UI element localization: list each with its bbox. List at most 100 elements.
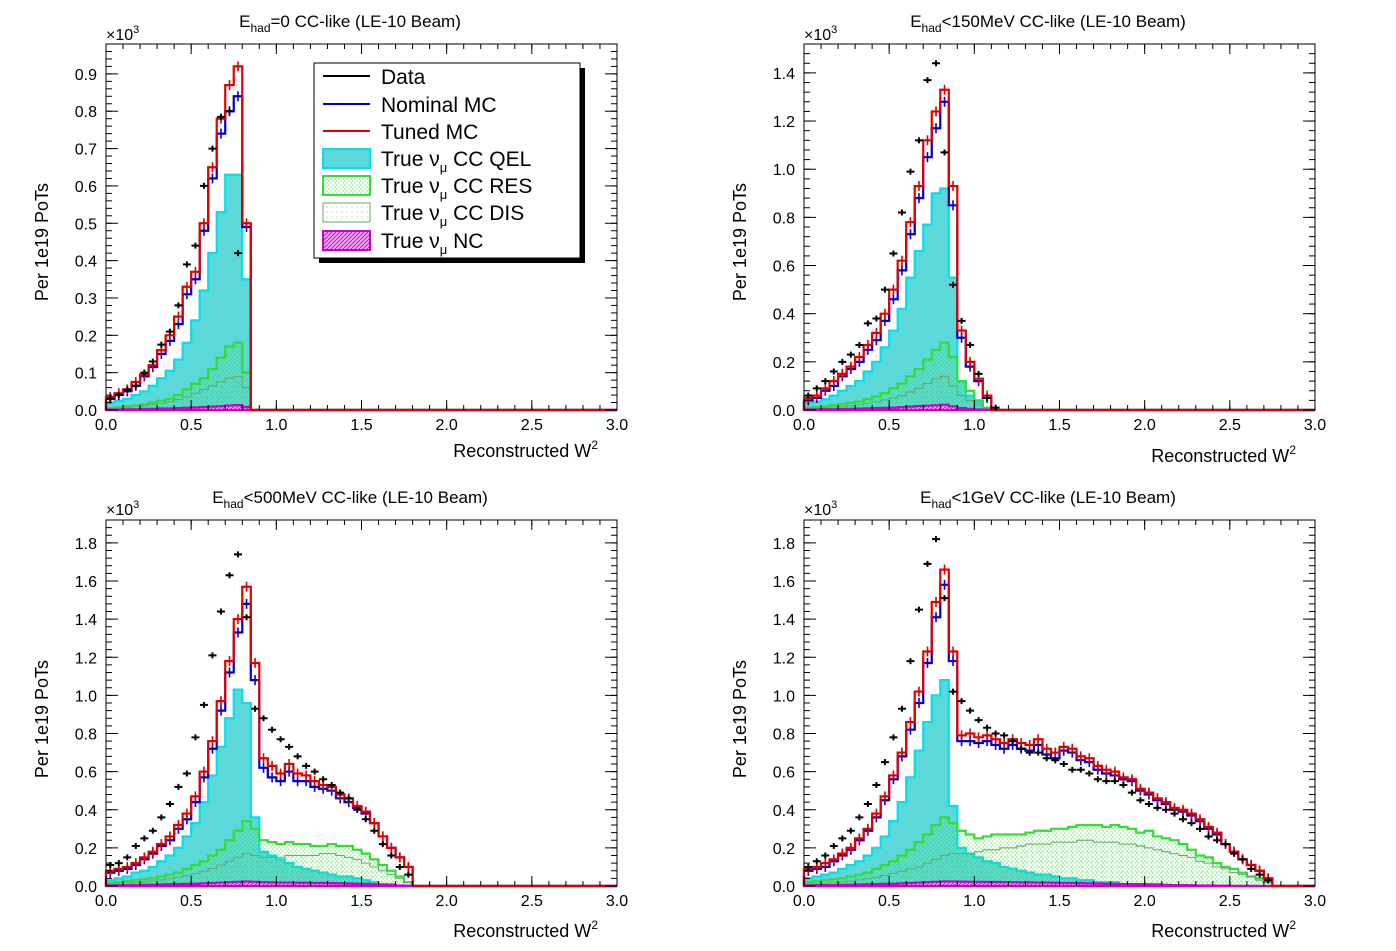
x-tick-label: 1.5 [1048,893,1070,910]
data-point [165,801,174,808]
data-point [1247,865,1256,872]
x-tick-label: 3.0 [606,893,628,910]
data-point [199,701,208,708]
x-tick-label: 1.0 [265,417,287,434]
y-tick-label: 1.4 [773,66,795,83]
x-tick-label: 1.5 [350,893,372,910]
svg-text:True νμ CC DIS: True νμ CC DIS [381,202,524,229]
x-tick-label: 3.0 [1304,417,1326,434]
data-point [966,341,975,348]
data-point [344,795,353,802]
y-tick-label: 1.8 [773,536,795,553]
data-point [148,827,157,834]
data-point [1144,801,1153,808]
data-point [157,814,166,821]
data-point [940,595,949,602]
y-tick-label: 0.1 [75,366,97,383]
data-point [872,315,881,322]
data-point [1000,732,1009,739]
svg-text:True νμ CC RES: True νμ CC RES [381,175,532,202]
data-point [957,698,966,705]
data-point [940,149,949,156]
data-point [370,827,379,834]
legend-entry-nominal-mc: Nominal MC [323,94,497,117]
y-tick-label: 0.4 [773,307,795,324]
data-point [846,351,855,358]
data-point [1221,841,1230,848]
data-point [123,386,132,393]
histogram-tuned-mc [104,585,617,888]
plot-layer: 0.0 0.5 1.0 1.5 2.0 2.5 3.0 0.0 0.2 0.4 0.6 0.8 1.0 1… [773,43,1326,434]
data-point [863,801,872,808]
data-point [897,705,906,712]
data-point [1230,850,1239,857]
chart-title: Ehad=0 CC-like (LE-10 Beam) [239,12,461,35]
y-tick-label: 0.2 [773,355,795,372]
data-point [251,705,260,712]
data-point [1025,749,1034,756]
data-point [106,395,115,402]
y-multiplier: ×103 [106,24,139,44]
data-point [114,392,123,399]
y-multiplier: ×103 [804,499,837,519]
data-point [897,209,906,216]
data-point [336,789,345,796]
data-point [208,652,217,659]
data-point [991,730,1000,737]
x-axis-label: Reconstructed W2 [1151,443,1296,466]
y-tick-label: 0.4 [75,254,97,271]
data-point [1017,745,1026,752]
x-tick-label: 0.5 [878,893,900,910]
data-point [983,724,992,731]
data-point [812,385,821,392]
chart-title: Ehad<500MeV CC-like (LE-10 Beam) [212,488,488,511]
x-tick-label: 0.0 [95,893,117,910]
data-point [140,369,149,376]
data-point [148,358,157,365]
data-point [1204,833,1213,840]
data-point [914,606,923,613]
plot-layer: 0.0 0.5 1.0 1.5 2.0 2.5 3.0 0.0 0.2 0.4 0.6 0.8 1.0 1… [75,519,628,910]
histogram-true-nc [104,404,617,412]
data-point [1110,778,1119,785]
chart-title: Ehad<1GeV CC-like (LE-10 Beam) [920,488,1176,511]
y-axis-label: Per 1e19 PoTs [32,183,52,301]
y-tick-label: 0.6 [75,179,97,196]
data-point [1042,755,1051,762]
y-tick-label: 1.8 [75,536,97,553]
x-tick-label: 2.0 [1134,893,1156,910]
y-multiplier: ×103 [804,24,837,44]
data-point [293,753,302,760]
data-point [131,842,140,849]
y-tick-label: 0.0 [773,403,795,420]
legend-entry-res: True νμ CC RES [322,175,532,202]
y-tick-label: 0.9 [75,67,97,84]
plot-layer: 0.0 0.5 1.0 1.5 2.0 2.5 3.0 0.0 0.2 0.4 0.6 0.8 1.0 1… [773,519,1326,910]
y-tick-label: 0.0 [75,879,97,896]
x-tick-label: 0.0 [95,417,117,434]
x-tick-label: 0.5 [180,893,202,910]
data-point [191,734,200,741]
data-point [872,781,881,788]
data-point [1059,761,1068,767]
y-tick-label: 0.3 [75,291,97,308]
data-point [914,137,923,144]
x-tick-label: 1.0 [963,417,985,434]
y-tick-label: 0.6 [773,259,795,276]
data-point [395,863,404,870]
data-point [906,168,915,175]
data-point [378,841,387,848]
data-point [353,806,362,813]
chart-title: Ehad<150MeV CC-like (LE-10 Beam) [910,12,1186,35]
data-point [1119,781,1128,788]
data-point [855,341,864,348]
data-point [216,113,225,120]
data-point [182,770,191,777]
data-point [131,382,140,389]
x-tick-label: 2.0 [436,417,458,434]
legend-entry-qel: True νμ CC QEL [322,148,531,175]
y-tick-label: 0.8 [75,104,97,121]
data-point [361,816,370,823]
y-tick-label: 0.6 [773,765,795,782]
y-tick-label: 1.4 [75,612,97,629]
